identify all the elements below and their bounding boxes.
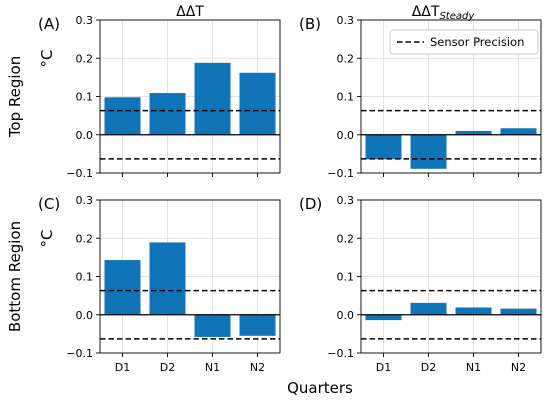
x-tick-label: D1 bbox=[115, 361, 130, 374]
y-tick-label: 0.2 bbox=[337, 52, 355, 65]
bar bbox=[365, 134, 402, 160]
y-tick-label: 0.0 bbox=[76, 129, 94, 142]
x-tick-label: D1 bbox=[376, 361, 391, 374]
panel-letter: (C) bbox=[38, 195, 60, 213]
panel-letter: (A) bbox=[38, 15, 60, 33]
y-unit-label: °C bbox=[38, 50, 56, 68]
bar bbox=[410, 302, 447, 315]
row-label: Top Region bbox=[6, 56, 24, 138]
bar bbox=[194, 314, 231, 337]
y-tick-label: 0.2 bbox=[337, 232, 355, 245]
x-tick-label: N2 bbox=[250, 361, 265, 374]
bar bbox=[500, 308, 537, 315]
y-tick-label: 0.2 bbox=[76, 232, 94, 245]
bar bbox=[194, 62, 231, 135]
y-tick-label: 0.1 bbox=[337, 91, 355, 104]
x-tick-label: N1 bbox=[466, 361, 481, 374]
bar bbox=[410, 134, 447, 169]
bar bbox=[104, 97, 141, 135]
bar bbox=[455, 130, 492, 135]
bar bbox=[365, 314, 402, 321]
x-axis-label: Quarters bbox=[287, 379, 353, 397]
bar bbox=[239, 314, 276, 336]
x-tick-label: D2 bbox=[160, 361, 175, 374]
y-tick-label: 0.3 bbox=[337, 194, 355, 207]
y-tick-label: 0.3 bbox=[337, 14, 355, 27]
panel-letter: (D) bbox=[299, 195, 322, 213]
y-tick-label: 0.3 bbox=[76, 194, 94, 207]
y-tick-label: 0.1 bbox=[76, 91, 94, 104]
y-unit-label: °C bbox=[38, 230, 56, 248]
y-tick-label: −0.1 bbox=[327, 167, 354, 180]
bar bbox=[455, 307, 492, 315]
column-title-2: ΔΔTSteady bbox=[412, 4, 476, 22]
y-tick-label: 0.3 bbox=[76, 14, 94, 27]
y-tick-label: 0.1 bbox=[337, 271, 355, 284]
row-label: Bottom Region bbox=[6, 221, 24, 332]
y-tick-label: 0.2 bbox=[76, 52, 94, 65]
y-tick-label: −0.1 bbox=[66, 167, 93, 180]
bar bbox=[149, 93, 186, 135]
bar bbox=[149, 242, 186, 315]
legend-box bbox=[389, 29, 539, 55]
column-title-1: ΔΔT bbox=[176, 4, 204, 20]
y-tick-label: 0.0 bbox=[337, 129, 355, 142]
x-tick-label: N2 bbox=[511, 361, 526, 374]
y-tick-label: 0.0 bbox=[76, 309, 94, 322]
bar bbox=[239, 72, 276, 135]
bar bbox=[104, 260, 141, 315]
panel-letter: (B) bbox=[299, 15, 321, 33]
y-tick-label: 0.1 bbox=[76, 271, 94, 284]
y-tick-label: −0.1 bbox=[327, 347, 354, 360]
legend-label: Sensor Precision bbox=[430, 35, 524, 49]
y-tick-label: 0.0 bbox=[337, 309, 355, 322]
y-tick-label: −0.1 bbox=[66, 347, 93, 360]
x-tick-label: N1 bbox=[205, 361, 220, 374]
column-title-2-subscript: Steady bbox=[439, 11, 475, 22]
x-tick-label: D2 bbox=[421, 361, 436, 374]
bar bbox=[500, 128, 537, 135]
column-title-2-main: ΔΔT bbox=[412, 4, 440, 20]
